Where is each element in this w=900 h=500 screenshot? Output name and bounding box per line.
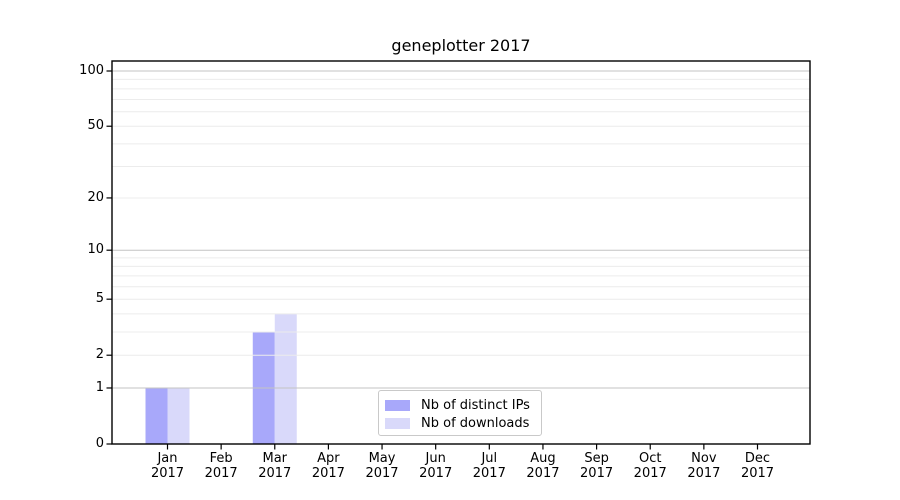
legend-swatch-distinct-ips bbox=[385, 400, 410, 411]
x-tick-year-mar: 2017 bbox=[258, 466, 292, 481]
x-tick-month-nov: Nov bbox=[691, 451, 717, 466]
legend-item-downloads: Nb of downloads bbox=[385, 415, 541, 432]
x-tick-year-jan: 2017 bbox=[150, 466, 185, 481]
x-tick-year-aug: 2017 bbox=[526, 466, 560, 481]
chart-title: geneplotter 2017 bbox=[391, 36, 531, 55]
x-tick-label-jan: Jan 2017 bbox=[138, 451, 198, 481]
bar-nb-of-downloads-mar bbox=[274, 313, 297, 444]
x-tick-month-apr: Apr bbox=[317, 451, 340, 466]
x-tick-label-jul: Jul 2017 bbox=[459, 451, 519, 481]
x-tick-month-may: May bbox=[368, 451, 396, 466]
x-tick-label-dec: Dec 2017 bbox=[728, 451, 788, 481]
x-tick-year-may: 2017 bbox=[365, 466, 399, 481]
y-tick-label-0: 0 bbox=[95, 436, 104, 451]
x-tick-year-nov: 2017 bbox=[687, 466, 721, 481]
y-tick-label-10: 10 bbox=[87, 242, 104, 258]
bar-nb-of-downloads-jan bbox=[167, 387, 190, 444]
x-tick-label-may: May 2017 bbox=[352, 451, 412, 481]
x-tick-month-jan: Jan bbox=[157, 451, 178, 466]
legend: Nb of distinct IPs Nb of downloads bbox=[378, 390, 542, 436]
legend-item-distinct-ips: Nb of distinct IPs bbox=[385, 397, 541, 414]
x-tick-month-mar: Mar bbox=[262, 451, 288, 466]
y-tick-label-20: 20 bbox=[87, 189, 104, 205]
y-tick-label-2: 2 bbox=[95, 347, 104, 363]
x-tick-year-jul: 2017 bbox=[472, 466, 506, 481]
x-tick-year-jun: 2017 bbox=[419, 466, 453, 481]
y-tick-label-100: 100 bbox=[79, 63, 104, 78]
x-tick-label-oct: Oct 2017 bbox=[620, 451, 680, 481]
x-tick-year-feb: 2017 bbox=[204, 466, 238, 481]
x-tick-month-aug: Aug bbox=[530, 451, 556, 466]
y-tick-label-5: 5 bbox=[95, 291, 104, 307]
x-tick-label-apr: Apr 2017 bbox=[298, 451, 358, 481]
x-tick-label-jun: Jun 2017 bbox=[406, 451, 466, 481]
x-tick-month-sep: Sep bbox=[584, 451, 609, 466]
legend-swatch-downloads bbox=[385, 418, 410, 429]
y-tick-label-50: 50 bbox=[87, 118, 104, 134]
x-tick-label-feb: Feb 2017 bbox=[191, 451, 251, 481]
x-tick-label-aug: Aug 2017 bbox=[513, 451, 573, 481]
legend-label-downloads: Nb of downloads bbox=[421, 415, 530, 431]
x-tick-year-apr: 2017 bbox=[311, 466, 345, 481]
bar-nb-of-distinct-ips-jan bbox=[145, 387, 168, 444]
x-tick-month-jul: Jul bbox=[481, 451, 498, 466]
x-tick-year-sep: 2017 bbox=[580, 466, 614, 481]
y-tick-label-1: 1 bbox=[95, 379, 104, 395]
legend-label-distinct-ips: Nb of distinct IPs bbox=[421, 397, 530, 413]
x-tick-month-jun: Jun bbox=[425, 451, 446, 466]
x-tick-month-oct: Oct bbox=[638, 451, 662, 466]
x-tick-label-nov: Nov 2017 bbox=[674, 451, 734, 481]
x-tick-year-oct: 2017 bbox=[633, 466, 667, 481]
x-tick-label-mar: Mar 2017 bbox=[245, 451, 305, 481]
plot-frame bbox=[111, 60, 811, 445]
x-tick-year-dec: 2017 bbox=[740, 466, 775, 481]
x-tick-label-sep: Sep 2017 bbox=[567, 451, 627, 481]
x-tick-month-feb: Feb bbox=[209, 451, 233, 466]
x-tick-month-dec: Dec bbox=[744, 451, 771, 466]
